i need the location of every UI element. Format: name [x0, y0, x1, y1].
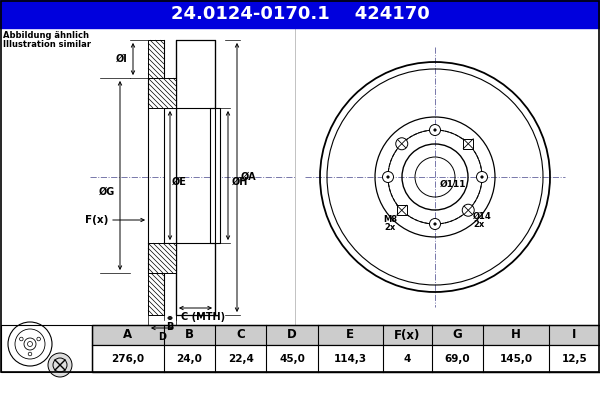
- Circle shape: [481, 176, 483, 178]
- Text: Ø111: Ø111: [440, 180, 467, 189]
- Text: 12,5: 12,5: [562, 354, 587, 364]
- Text: 24.0124-0170.1    424170: 24.0124-0170.1 424170: [170, 5, 430, 23]
- Text: H: H: [511, 328, 521, 342]
- Circle shape: [476, 172, 487, 182]
- Circle shape: [462, 204, 474, 216]
- Bar: [0, 0, 600, 28]
- Text: 276,0: 276,0: [112, 354, 145, 364]
- Text: 114,3: 114,3: [334, 354, 367, 364]
- Bar: [397, 205, 407, 215]
- Bar: [164, 108, 176, 243]
- Bar: [1, 325, 92, 372]
- Bar: [148, 273, 164, 315]
- Text: I: I: [572, 328, 577, 342]
- Text: ØH: ØH: [232, 177, 248, 187]
- Text: 2x: 2x: [473, 220, 484, 229]
- Text: 69,0: 69,0: [445, 354, 470, 364]
- Text: M8: M8: [383, 215, 397, 224]
- Bar: [148, 243, 176, 273]
- Bar: [148, 78, 176, 108]
- Text: C (MTH): C (MTH): [181, 312, 226, 322]
- Text: ØA: ØA: [241, 172, 257, 182]
- Bar: [100, 32, 280, 318]
- Bar: [92, 325, 600, 345]
- Text: 24,0: 24,0: [176, 354, 202, 364]
- Circle shape: [396, 138, 408, 150]
- Text: Illustration similar: Illustration similar: [3, 40, 91, 49]
- Text: B: B: [185, 328, 194, 342]
- Text: 22,4: 22,4: [228, 354, 254, 364]
- Text: D: D: [287, 328, 297, 342]
- Text: Abbildung ähnlich: Abbildung ähnlich: [3, 31, 89, 40]
- Circle shape: [434, 223, 436, 225]
- Text: C: C: [236, 328, 245, 342]
- Bar: [148, 40, 164, 78]
- Text: 2x: 2x: [384, 223, 395, 232]
- Text: B: B: [166, 322, 173, 332]
- Bar: [92, 325, 600, 372]
- Circle shape: [48, 353, 72, 377]
- Text: A: A: [124, 328, 133, 342]
- Bar: [463, 139, 473, 149]
- Circle shape: [430, 218, 440, 230]
- Text: G: G: [452, 328, 463, 342]
- Text: F(x): F(x): [85, 215, 108, 225]
- Text: Ø14: Ø14: [473, 212, 492, 221]
- Text: D: D: [158, 332, 166, 342]
- Text: ØG: ØG: [99, 187, 115, 197]
- Text: 4: 4: [404, 354, 411, 364]
- Bar: [210, 108, 220, 243]
- Text: 145,0: 145,0: [499, 354, 533, 364]
- Bar: [176, 40, 215, 315]
- Text: ØI: ØI: [116, 54, 128, 64]
- Text: E: E: [346, 328, 355, 342]
- Text: F(x): F(x): [394, 328, 421, 342]
- Text: 45,0: 45,0: [279, 354, 305, 364]
- Circle shape: [434, 129, 436, 131]
- Circle shape: [387, 176, 389, 178]
- Text: ØE: ØE: [172, 177, 187, 187]
- Circle shape: [430, 124, 440, 136]
- Bar: [92, 345, 600, 372]
- Circle shape: [383, 172, 394, 182]
